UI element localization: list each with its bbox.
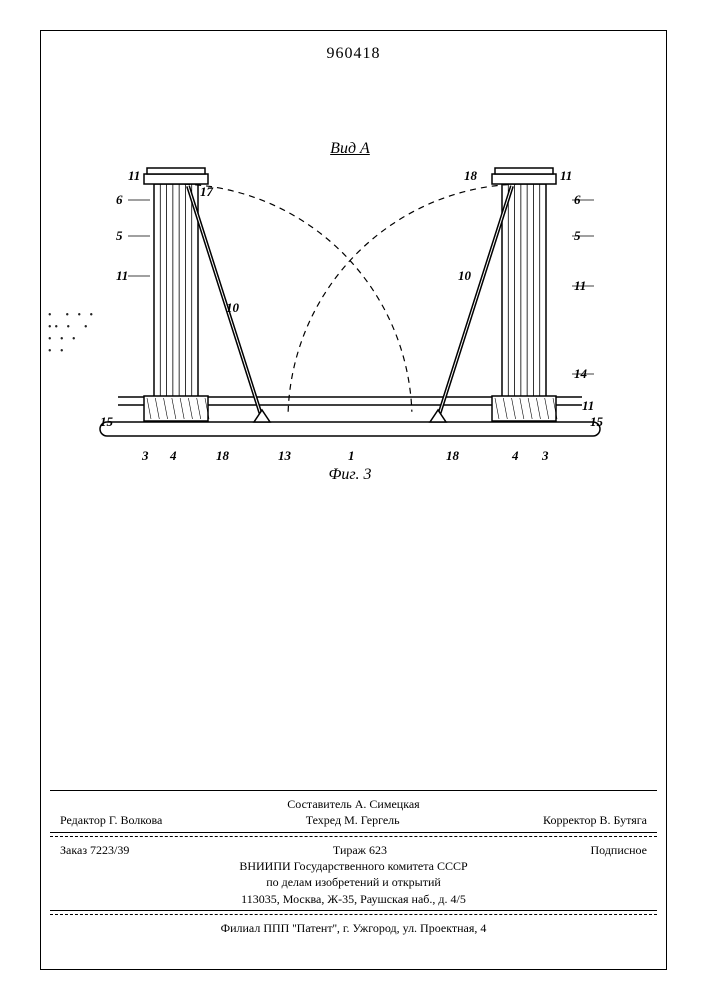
callout-11: 11 [560, 168, 572, 184]
footer-block-3: Филиал ППП ''Патент'', г. Ужгород, ул. П… [60, 920, 647, 936]
callout-18: 18 [216, 448, 229, 464]
figure-svg [70, 150, 630, 470]
callout-11: 11 [128, 168, 140, 184]
divider-2b [50, 836, 657, 837]
callout-4: 4 [512, 448, 519, 464]
callout-11: 11 [116, 268, 128, 284]
divider-3b [50, 914, 657, 915]
callout-18: 18 [464, 168, 477, 184]
callout-1: 1 [348, 448, 355, 464]
corrector-line: Корректор В. Бутяга [543, 812, 647, 828]
divider-2a [50, 832, 657, 833]
org-address: 113035, Москва, Ж-35, Раушская наб., д. … [60, 891, 647, 907]
callout-11: 11 [582, 398, 594, 414]
callout-3: 3 [142, 448, 149, 464]
callout-5: 5 [116, 228, 123, 244]
editor-line: Редактор Г. Волкова [60, 812, 162, 828]
callout-17: 17 [200, 184, 213, 200]
callout-15: 15 [100, 414, 113, 430]
callout-4: 4 [170, 448, 177, 464]
divider-1 [50, 790, 657, 791]
figure-label: Фиг. 3 [70, 466, 630, 484]
compiler-line: Составитель А. Симецкая [60, 796, 647, 812]
callout-5: 5 [574, 228, 581, 244]
org-line-1: ВНИИПИ Государственного комитета СССР [60, 858, 647, 874]
org-line-2: по делам изобретений и открытий [60, 874, 647, 890]
callout-11: 11 [574, 278, 586, 294]
callout-3: 3 [542, 448, 549, 464]
branch-line: Филиал ППП ''Патент'', г. Ужгород, ул. П… [221, 921, 487, 935]
callout-10: 10 [458, 268, 471, 284]
callout-6: 6 [116, 192, 123, 208]
footer-block-1: Составитель А. Симецкая Редактор Г. Волк… [60, 796, 647, 828]
callout-18: 18 [446, 448, 459, 464]
tirage: Тираж 623 [333, 842, 387, 858]
callout-6: 6 [574, 192, 581, 208]
footer-block-2: Заказ 7223/39 Тираж 623 Подписное ВНИИПИ… [60, 842, 647, 907]
callout-10: 10 [226, 300, 239, 316]
subscription: Подписное [591, 842, 648, 858]
divider-3a [50, 910, 657, 911]
callout-15: 15 [590, 414, 603, 430]
callout-13: 13 [278, 448, 291, 464]
callout-14: 14 [574, 366, 587, 382]
techred-line: Техред М. Гергель [306, 812, 400, 828]
patent-number: 960418 [0, 45, 707, 63]
order-number: Заказ 7223/39 [60, 842, 129, 858]
figure-3-diagram: Вид А Фиг. 3 116511153418116511141115431… [70, 140, 630, 480]
